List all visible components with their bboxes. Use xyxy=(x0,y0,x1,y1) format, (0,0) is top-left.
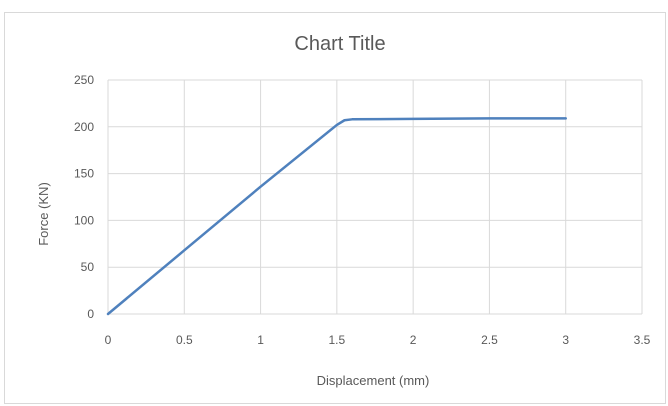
series-line-0 xyxy=(106,117,567,316)
x-tick-label: 0 xyxy=(105,333,112,347)
x-tick-label: 3.5 xyxy=(634,333,651,347)
x-tick-label: 2.5 xyxy=(481,333,498,347)
y-tick-label: 150 xyxy=(74,167,94,181)
x-tick-label: 1.5 xyxy=(329,333,346,347)
y-tick-label: 0 xyxy=(87,307,94,321)
y-tick-label: 200 xyxy=(74,120,94,134)
tick-label-layer: 0 50 100 150 200 250 0 0.5 1 1.5 2 2.5 3 3.5 xyxy=(74,73,651,347)
x-tick-label: 1 xyxy=(257,333,264,347)
y-tick-label: 250 xyxy=(74,73,94,87)
x-tick-label: 2 xyxy=(410,333,417,347)
chart-title: Chart Title xyxy=(294,33,385,55)
y-tick-label: 50 xyxy=(81,260,95,274)
x-axis-label: Displacement (mm) xyxy=(317,373,430,388)
y-tick-label: 100 xyxy=(74,213,94,227)
y-axis-label: Force (KN) xyxy=(36,182,51,246)
grid-layer xyxy=(107,79,643,315)
x-tick-label: 0.5 xyxy=(176,333,193,347)
series-layer xyxy=(106,117,567,316)
x-tick-label: 3 xyxy=(562,333,569,347)
chart-frame xyxy=(4,12,666,404)
